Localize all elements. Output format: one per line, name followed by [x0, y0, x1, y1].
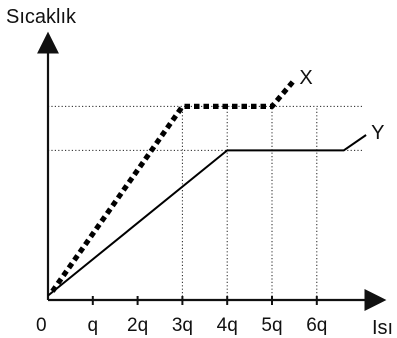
x-ticks	[91, 296, 318, 305]
x-tick-labels: 0 q 2q 3q 4q 5q 6q	[36, 315, 327, 336]
series-labels: XY	[299, 67, 384, 144]
series-x-label: X	[299, 67, 312, 89]
series-y-line	[47, 134, 367, 297]
x-tick-label-1: q	[88, 315, 99, 336]
x-tick-label-3: 3q	[172, 315, 193, 336]
x-tick-label-5: 5q	[261, 315, 282, 336]
series-layer	[47, 78, 367, 297]
series-x-line	[50, 78, 297, 293]
reference-lines	[48, 105, 364, 300]
y-axis-label: Sıcaklık	[6, 6, 77, 28]
x-tick-label-6: 6q	[306, 315, 327, 336]
x-tick-label-0: 0	[36, 315, 47, 336]
x-axis-label: Isı	[372, 317, 393, 338]
x-tick-label-2: 2q	[127, 315, 148, 336]
x-tick-label-4: 4q	[217, 315, 238, 336]
series-y-label: Y	[371, 122, 384, 144]
